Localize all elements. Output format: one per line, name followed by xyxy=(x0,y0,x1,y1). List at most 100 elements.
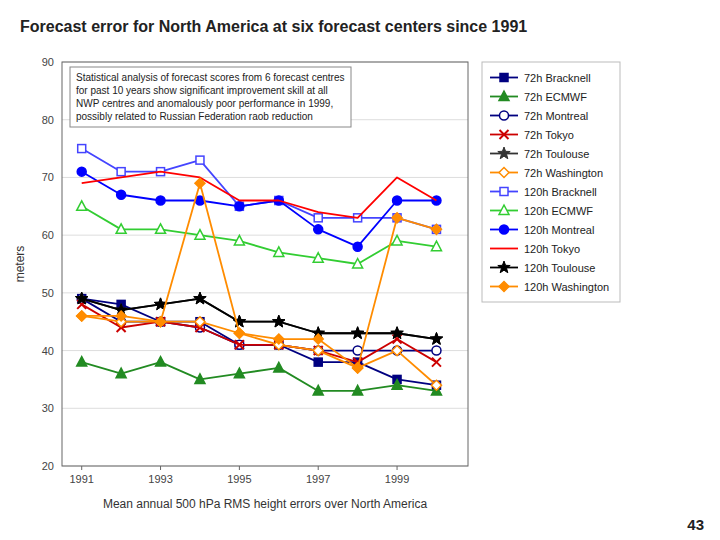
legend-marker xyxy=(498,147,510,159)
line xyxy=(82,362,437,391)
grid-line xyxy=(62,408,468,409)
subtitle-frame xyxy=(70,67,351,127)
legend-marker xyxy=(500,74,508,82)
point xyxy=(313,253,323,263)
point xyxy=(313,385,323,395)
line xyxy=(82,172,437,247)
point xyxy=(156,357,166,367)
subtitle-line: for past 10 years show significant impro… xyxy=(76,85,328,96)
point xyxy=(156,317,166,327)
x-tick xyxy=(239,466,240,470)
subtitle-line: Statistical analysis of forecast scores … xyxy=(76,72,344,83)
point xyxy=(76,292,88,304)
point xyxy=(156,224,166,234)
point xyxy=(391,327,403,339)
legend-label: 72h ECMWF xyxy=(524,91,587,103)
y-tick-label: 30 xyxy=(42,402,54,414)
point xyxy=(235,202,243,210)
point xyxy=(235,202,244,211)
point xyxy=(353,259,363,269)
point xyxy=(157,318,165,326)
point xyxy=(234,235,244,245)
point xyxy=(353,363,363,373)
point xyxy=(234,328,244,338)
point xyxy=(314,225,323,234)
y-tick-label: 50 xyxy=(42,287,54,299)
point xyxy=(430,333,442,345)
legend-marker xyxy=(499,91,509,101)
point xyxy=(116,368,126,378)
line xyxy=(82,316,437,385)
point xyxy=(235,340,244,349)
y-tick-label: 70 xyxy=(42,171,54,183)
series xyxy=(78,295,441,390)
point xyxy=(313,346,323,356)
point xyxy=(391,327,403,339)
legend-label: 120h Montreal xyxy=(524,224,594,236)
data-series xyxy=(76,145,443,395)
legend-label: 72h Bracknell xyxy=(524,72,591,84)
line xyxy=(82,172,437,218)
point xyxy=(432,381,440,389)
point xyxy=(156,317,166,327)
y-tick-label: 20 xyxy=(42,460,54,472)
point xyxy=(76,292,88,304)
legend-marker xyxy=(498,261,510,273)
page-number: 43 xyxy=(687,516,704,533)
series xyxy=(77,167,441,251)
point xyxy=(77,311,87,321)
point xyxy=(353,385,363,395)
point xyxy=(274,334,284,344)
point xyxy=(431,241,441,251)
line xyxy=(82,183,437,368)
point xyxy=(274,362,284,372)
point xyxy=(195,317,205,327)
point xyxy=(77,357,87,367)
y-axis-label: meters xyxy=(13,246,27,283)
legend-frame xyxy=(482,62,620,302)
line xyxy=(82,206,437,264)
point xyxy=(392,213,402,223)
series xyxy=(78,145,441,234)
subtitle-line: NWP centres and anomalously poor perform… xyxy=(76,98,333,109)
point xyxy=(432,225,440,233)
legend-label: 120h ECMWF xyxy=(524,205,593,217)
plot-area xyxy=(62,62,468,466)
subtitle: Statistical analysis of forecast scores … xyxy=(76,72,344,122)
point xyxy=(194,292,206,304)
point xyxy=(116,311,126,321)
point xyxy=(351,327,363,339)
x-tick-label: 1991 xyxy=(69,473,93,485)
point xyxy=(78,145,86,153)
x-tick xyxy=(397,466,398,470)
point xyxy=(196,156,204,164)
grid-line xyxy=(62,292,468,293)
legend-marker xyxy=(499,282,509,292)
point xyxy=(314,346,323,355)
legend-marker xyxy=(499,205,509,215)
point xyxy=(273,315,285,327)
y-tick-label: 80 xyxy=(42,114,54,126)
legend-marker xyxy=(500,188,508,196)
point xyxy=(392,346,402,356)
point xyxy=(117,190,126,199)
axes: 203040506070809019911993199519971999 xyxy=(42,56,468,485)
point xyxy=(314,214,322,222)
point xyxy=(274,247,284,257)
series xyxy=(77,357,442,395)
point xyxy=(351,327,363,339)
point xyxy=(392,235,402,245)
point xyxy=(393,214,401,222)
legend-marker xyxy=(500,130,509,139)
legend-label: 120h Toulouse xyxy=(524,262,595,274)
x-tick-label: 1999 xyxy=(385,473,409,485)
point xyxy=(353,242,362,251)
y-tick-label: 90 xyxy=(42,56,54,68)
x-tick xyxy=(81,466,82,470)
plot-frame xyxy=(62,62,468,466)
x-tick xyxy=(318,466,319,470)
legend-label: 72h Washington xyxy=(524,167,603,179)
x-tick xyxy=(160,466,161,470)
point xyxy=(116,224,126,234)
point xyxy=(195,374,205,384)
